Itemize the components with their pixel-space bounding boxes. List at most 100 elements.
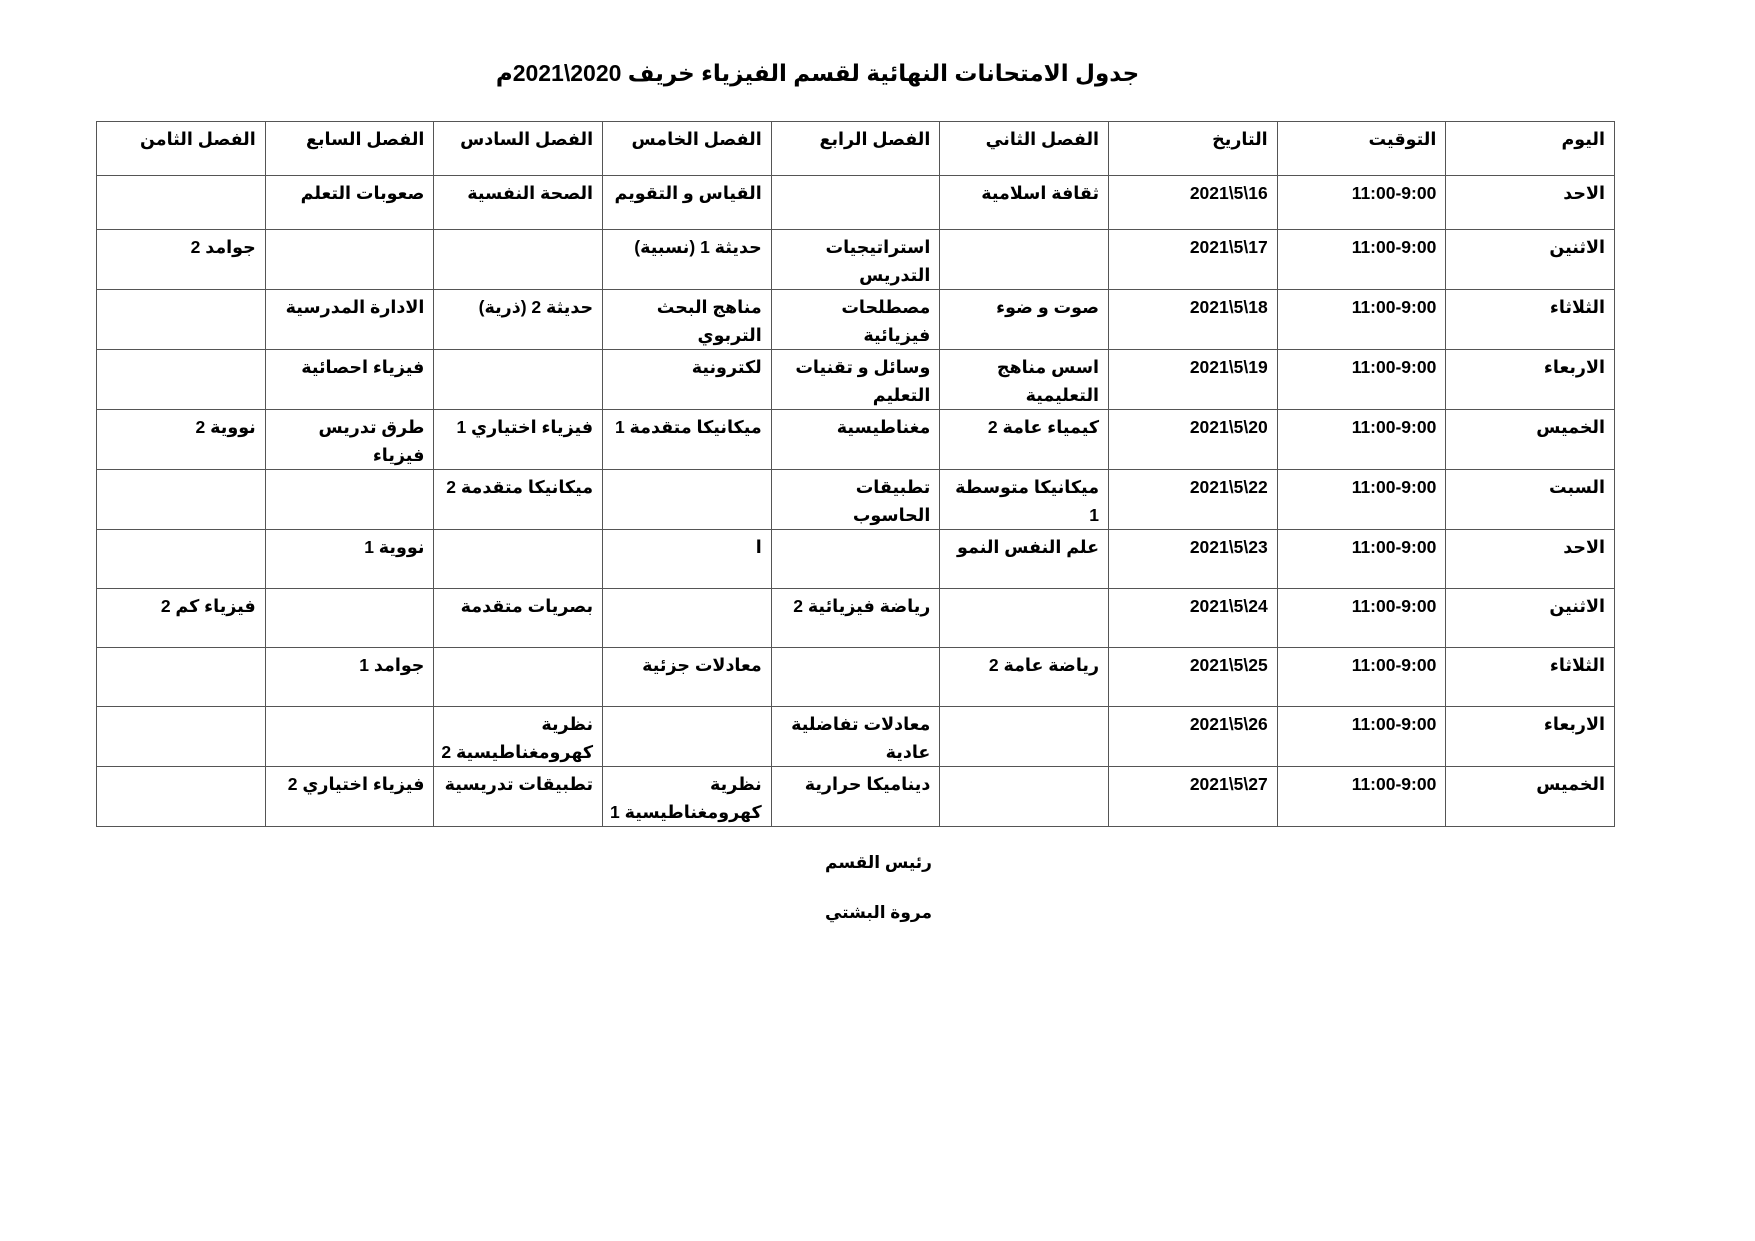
table-cell [770,175,941,230]
course-text: اسس مناهج التعليمية [996,357,1100,405]
table-cell [96,706,266,767]
course-text: استراتيجيات التدريس [825,237,931,285]
table-cell [602,469,772,530]
table-cell: 2021\5\23 [1108,529,1278,589]
table-cell: 11:00-9:00 [1276,706,1447,767]
table-cell: 2021\5\18 [1108,289,1278,350]
course-text: رياضة عامة 2 [988,655,1100,675]
table-cell: 11:00-9:00 [1276,349,1447,410]
column-header: الفصل الرابع [770,121,941,176]
course-text: الصحة النفسية [467,183,594,203]
course-text: تطبيقات الحاسوب [852,477,931,525]
table-cell [602,588,772,648]
table-header-row: اليوم التوقيت التاريخ الفصل الثاني الفصل الر… [96,121,1615,176]
day-text: الاثنين [1549,237,1605,257]
table-cell [770,529,941,589]
table-cell [939,588,1110,648]
course-text: صوت و ضوء [996,297,1100,317]
time-text: 11:00-9:00 [1351,417,1437,437]
table-cell [770,647,941,707]
table-cell: بصريات متقدمة [433,588,604,648]
table-cell: تطبيقات تدريسية [433,766,604,827]
table-cell: الاحد [1445,175,1615,230]
table-cell: كيمياء عامة 2 [939,409,1110,470]
day-text: الخميس [1536,774,1605,794]
course-text: ثقافة اسلامية [981,183,1100,203]
course-text: رياضة فيزيائية 2 [793,596,931,616]
course-text: تطبيقات تدريسية [444,774,594,794]
department-head-label: رئيس القسم [0,853,1755,873]
table-cell: الادارة المدرسية [264,289,435,350]
time-text: 11:00-9:00 [1351,477,1437,497]
table-cell: جوامد 2 [96,229,266,290]
table-cell: 2021\5\24 [1108,588,1278,648]
table-cell: طرق تدريس فيزياء [264,409,435,470]
table-cell: الاحد [1445,529,1615,589]
table-cell: صوت و ضوء [939,289,1110,350]
department-head-name: مروة البشتي [0,903,1755,923]
time-text: 11:00-9:00 [1351,596,1437,616]
date-text: 2021\5\16 [1189,183,1268,203]
table-cell: الاثنين [1445,588,1615,648]
table-cell: حديثة 1 (نسبية) [602,229,772,290]
table-cell: 11:00-9:00 [1276,229,1447,290]
table-row: الاحد 11:00-9:00 2021\5\16 ثقافة اسلامية الق… [96,175,1615,230]
date-text: 2021\5\27 [1189,774,1268,794]
table-cell [433,349,604,410]
table-cell: 2021\5\16 [1108,175,1278,230]
date-text: 2021\5\24 [1189,596,1268,616]
course-text: حديثة 2 (ذرية) [478,297,594,317]
column-header: التاريخ [1108,121,1278,176]
table-cell: الثلاثاء [1445,647,1615,707]
time-text: 11:00-9:00 [1351,774,1437,794]
table-row: الثلاثاء 11:00-9:00 2021\5\25 رياضة عامة 2 م… [96,647,1615,707]
day-text: الثلاثاء [1549,655,1605,675]
table-cell: ديناميكا حرارية [770,766,941,827]
table-row: الثلاثاء 11:00-9:00 2021\5\18 صوت و ضوء مصطل… [96,289,1615,350]
day-text: الاربعاء [1543,357,1605,377]
table-cell: معادلات تفاضلية عادية [770,706,941,767]
course-text: معادلات جزئية [642,655,762,675]
table-cell: فيزياء اختياري 2 [264,766,435,827]
time-text: 11:00-9:00 [1351,714,1437,734]
table-cell: 11:00-9:00 [1276,647,1447,707]
table-cell: الاربعاء [1445,349,1615,410]
table-cell: 2021\5\19 [1108,349,1278,410]
date-text: 2021\5\23 [1189,537,1268,557]
time-text: 11:00-9:00 [1351,357,1437,377]
table-cell: تطبيقات الحاسوب [770,469,941,530]
table-cell: فيزياء اختياري 1 [433,409,604,470]
table-cell [264,588,435,648]
table-cell: الخميس [1445,766,1615,827]
course-text: فيزياء اختياري 1 [456,417,594,437]
table-cell: ا [602,529,772,589]
table-cell: ميكانيكا متقدمة 1 [602,409,772,470]
course-text: القياس و التقويم [614,183,762,203]
course-text: مناهج البحث التربوي [656,297,762,345]
table-cell: 11:00-9:00 [1276,529,1447,589]
time-text: 11:00-9:00 [1351,655,1437,675]
table-cell [939,706,1110,767]
table-cell: وسائل و تقنيات التعليم [770,349,941,410]
table-row: السبت 11:00-9:00 2021\5\22 ميكانيكا متوسطة … [96,469,1615,530]
column-header: الفصل الثامن [96,121,266,176]
course-text: كيمياء عامة 2 [987,417,1100,437]
column-header: الفصل السادس [433,121,604,176]
date-text: 2021\5\19 [1189,357,1268,377]
table-cell: حديثة 2 (ذرية) [433,289,604,350]
column-header: الفصل الخامس [602,121,772,176]
course-text: نووية 1 [364,537,425,557]
date-text: 2021\5\20 [1189,417,1268,437]
course-text: نظرية كهرومغناطيسية 1 [610,774,762,822]
course-text: جوامد 2 [190,237,256,257]
table-cell: ثقافة اسلامية [939,175,1110,230]
date-text: 2021\5\17 [1189,237,1268,257]
table-cell: 11:00-9:00 [1276,289,1447,350]
name-text: مروة البشتي [824,903,932,922]
table-row: الاربعاء 11:00-9:00 2021\5\19 اسس مناهج الت… [96,349,1615,410]
table-cell [96,529,266,589]
course-text: فيزياء اختياري 2 [287,774,425,794]
table-cell: الثلاثاء [1445,289,1615,350]
time-text: 11:00-9:00 [1351,183,1437,203]
table-row: الاثنين 11:00-9:00 2021\5\17 استراتيجيات ال… [96,229,1615,290]
